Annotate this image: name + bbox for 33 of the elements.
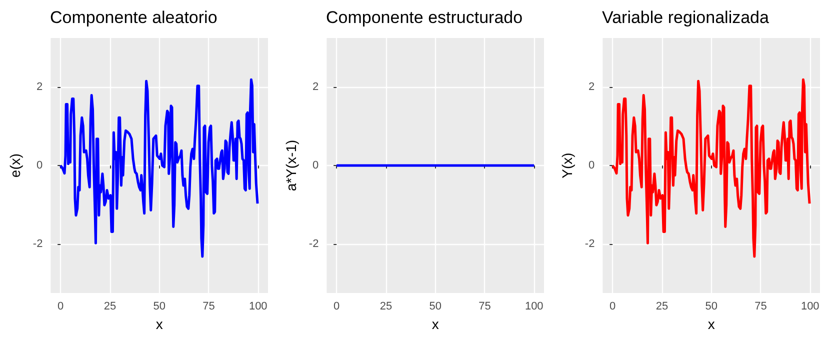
chart-title: Componente estructurado (326, 8, 523, 27)
y-tick-label: 0 (312, 160, 319, 172)
y-tick-label: -2 (32, 238, 43, 250)
x-tick-label: 100 (800, 300, 820, 312)
x-tick-label: 75 (478, 300, 491, 312)
x-axis-title: x (708, 316, 715, 332)
chart-title: Componente aleatorio (50, 8, 218, 27)
y-tick-label: 0 (36, 160, 43, 172)
x-tick-label: 25 (380, 300, 392, 312)
x-tick-label: 0 (333, 300, 340, 312)
x-axis-title: x (156, 316, 163, 332)
x-tick-label: 75 (754, 300, 767, 312)
y-tick-label: 2 (588, 81, 595, 94)
x-tick-label: 75 (202, 300, 215, 312)
x-tick-label: 100 (524, 300, 544, 312)
y-axis-title: a*Y(x-1) (283, 140, 299, 192)
x-tick-label: 100 (248, 300, 268, 312)
x-tick-label: 50 (153, 300, 166, 312)
x-tick-label: 50 (705, 300, 718, 312)
y-tick-label: -2 (308, 238, 319, 250)
y-tick-label: 0 (588, 160, 595, 172)
y-tick-label: 2 (36, 81, 43, 94)
x-tick-label: 50 (429, 300, 442, 312)
y-tick-label: -2 (584, 238, 595, 250)
x-tick-label: 25 (104, 300, 116, 312)
y-axis-title: e(x) (7, 153, 23, 178)
x-tick-label: 0 (609, 300, 616, 312)
y-axis-title: Y(x) (559, 152, 575, 178)
x-axis-title: x (432, 316, 439, 332)
x-tick-label: 0 (57, 300, 64, 312)
chart-title: Variable regionalizada (602, 8, 770, 27)
x-tick-label: 25 (656, 300, 668, 312)
y-tick-label: 2 (312, 81, 319, 94)
